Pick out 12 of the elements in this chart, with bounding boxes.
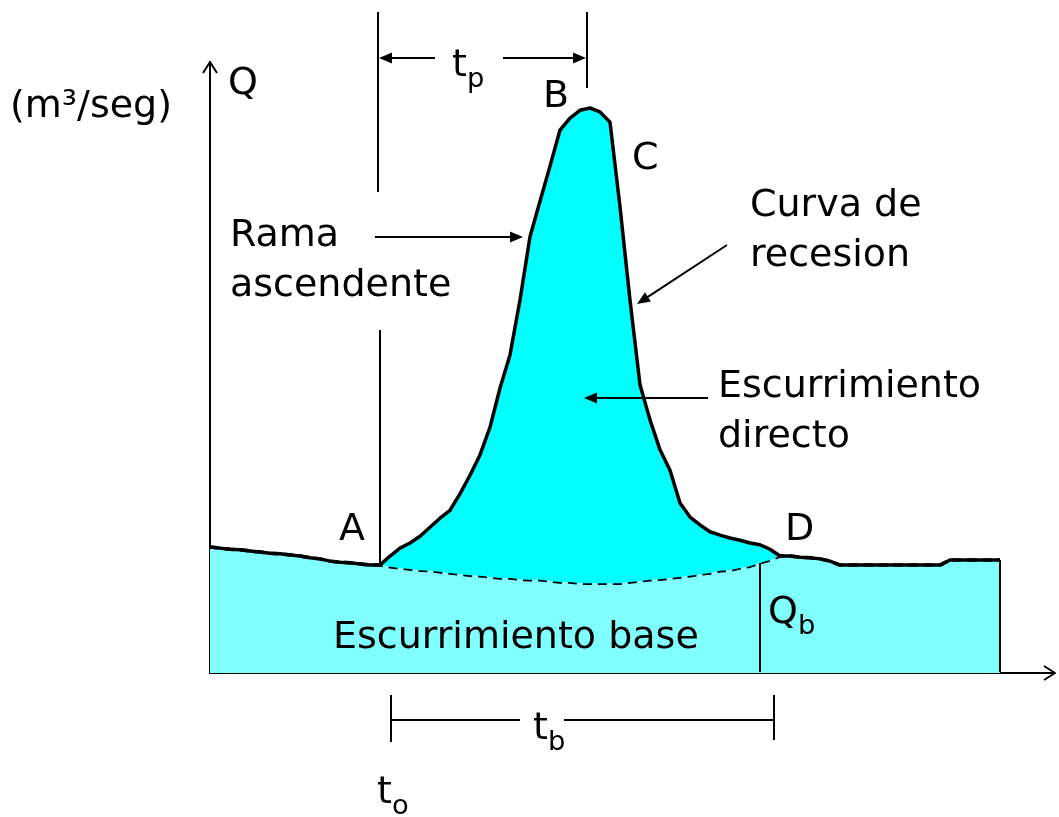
annotation: C (632, 133, 659, 180)
annotation: D (785, 504, 815, 551)
annotation: Rama ascendente (230, 210, 453, 307)
text: (m³/seg) (10, 81, 173, 128)
annotation: Curva de recesion (750, 180, 923, 277)
text: t$_{p}$ (452, 40, 485, 93)
annotation: Escurrimiento directo (718, 361, 983, 458)
text: t$_{b}$ (533, 703, 566, 756)
annotation: B (543, 71, 570, 118)
y-axis-title: Q (228, 59, 258, 103)
text: t$_{o}$ (377, 767, 409, 817)
annotation: A (339, 504, 365, 551)
